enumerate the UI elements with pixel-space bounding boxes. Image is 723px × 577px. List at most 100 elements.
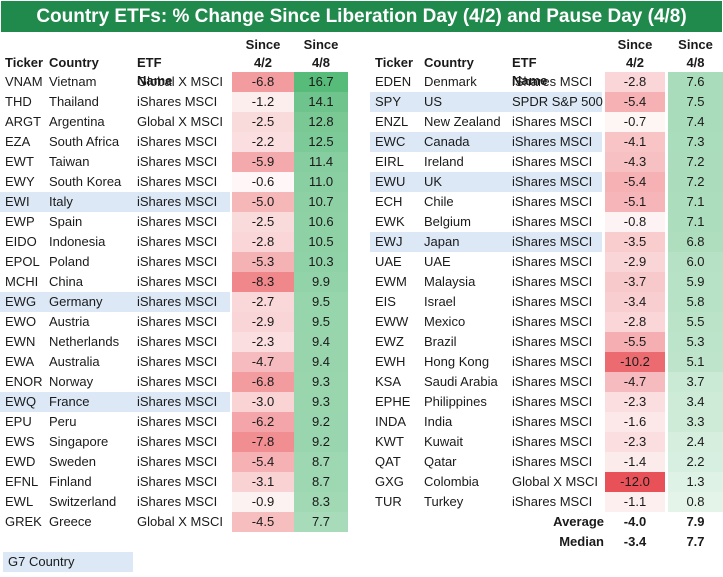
median-since-4-2: -3.4 — [623, 534, 647, 549]
etf-name-cell: iShares MSCI — [512, 114, 593, 129]
since-4-2-cell: -3.7 — [605, 272, 665, 292]
since-4-2-cell: -4.7 — [605, 372, 665, 392]
since-4-2-cell: -4.3 — [605, 152, 665, 172]
ticker-cell: EWM — [375, 274, 407, 289]
since-4-8-cell: 9.9 — [294, 272, 348, 292]
country-cell: Greece — [49, 514, 92, 529]
since-4-8-cell: 10.3 — [294, 252, 348, 272]
ticker-cell: EWD — [5, 454, 36, 469]
since-4-2-cell: -0.8 — [605, 212, 665, 232]
country-cell: Philippines — [424, 394, 487, 409]
country-cell: Finland — [49, 474, 92, 489]
ticker-cell: EWZ — [375, 334, 404, 349]
etf-name-cell: iShares MSCI — [512, 254, 593, 269]
chart-title: Country ETFs: % Change Since Liberation … — [1, 1, 722, 32]
country-cell: Ireland — [424, 154, 464, 169]
etf-name-cell: iShares MSCI — [512, 374, 593, 389]
g7-highlight — [370, 132, 602, 152]
etf-name-cell: iShares MSCI — [512, 194, 593, 209]
average-label: Average — [553, 514, 604, 529]
ticker-cell: EWP — [5, 214, 35, 229]
since-4-8-cell: 5.5 — [668, 312, 723, 332]
ticker-cell: EPU — [5, 414, 32, 429]
since-4-8-cell: 2.4 — [668, 432, 723, 452]
since-4-8-cell: 8.7 — [294, 452, 348, 472]
ticker-cell: GXG — [375, 474, 404, 489]
since-4-8-cell: 9.2 — [294, 412, 348, 432]
since-4-2-cell: -2.9 — [232, 312, 294, 332]
etf-name-cell: iShares MSCI — [512, 354, 593, 369]
country-cell: Israel — [424, 294, 456, 309]
since-4-8-cell: 10.7 — [294, 192, 348, 212]
since-4-2-cell: -4.7 — [232, 352, 294, 372]
ticker-cell: EPHE — [375, 394, 411, 409]
since-4-8-cell: 12.8 — [294, 112, 348, 132]
since-4-8-cell: 7.1 — [668, 212, 723, 232]
ticker-cell: EWI — [5, 194, 30, 209]
since-4-2-cell: -5.4 — [232, 452, 294, 472]
ticker-cell: EWQ — [5, 394, 37, 409]
since-4-2-cell: -2.3 — [605, 432, 665, 452]
since-4-8-cell: 1.3 — [668, 472, 723, 492]
country-cell: Qatar — [424, 454, 457, 469]
country-cell: Taiwan — [49, 154, 90, 169]
since-4-2-cell: -2.5 — [232, 112, 294, 132]
header-since-4-8-line1: Since — [678, 37, 713, 52]
ticker-cell: EWL — [5, 494, 34, 509]
since-4-8-cell: 6.8 — [668, 232, 723, 252]
since-4-8-cell: 11.4 — [294, 152, 348, 172]
header-country: Country — [424, 55, 474, 70]
country-cell: Netherlands — [49, 334, 120, 349]
country-cell: Singapore — [49, 434, 109, 449]
header-since-4-8-line2: 4/8 — [311, 55, 331, 70]
ticker-cell: EFNL — [5, 474, 39, 489]
ticker-cell: EWW — [375, 314, 409, 329]
country-cell: Turkey — [424, 494, 464, 509]
ticker-cell: KSA — [375, 374, 402, 389]
g7-highlight — [370, 172, 602, 192]
etf-name-cell: iShares MSCI — [512, 174, 593, 189]
since-4-8-cell: 9.5 — [294, 312, 348, 332]
since-4-8-cell: 12.5 — [294, 132, 348, 152]
header-ticker: Ticker — [5, 55, 44, 70]
etf-name-cell: Global X MSCI — [137, 114, 223, 129]
header-ticker: Ticker — [375, 55, 414, 70]
ticker-cell: THD — [5, 94, 32, 109]
header-since-4-8-line2: 4/8 — [686, 55, 705, 70]
since-4-2-cell: -3.5 — [605, 232, 665, 252]
since-4-8-cell: 2.2 — [668, 452, 723, 472]
country-cell: South Africa — [49, 134, 120, 149]
since-4-8-cell: 3.7 — [668, 372, 723, 392]
since-4-8-cell: 7.5 — [668, 92, 723, 112]
ticker-cell: EWA — [5, 354, 35, 369]
country-cell: Chile — [424, 194, 454, 209]
g7-highlight — [0, 192, 230, 212]
since-4-2-cell: -2.8 — [232, 232, 294, 252]
country-cell: Japan — [424, 234, 460, 249]
since-4-2-cell: -2.3 — [605, 392, 665, 412]
etf-name-cell: iShares MSCI — [512, 74, 593, 89]
since-4-8-cell: 7.6 — [668, 72, 723, 92]
since-4-2-cell: -1.4 — [605, 452, 665, 472]
since-4-8-cell: 11.0 — [294, 172, 348, 192]
since-4-8-cell: 9.2 — [294, 432, 348, 452]
etf-name-cell: Global X MSCI — [137, 74, 223, 89]
since-4-2-cell: -12.0 — [605, 472, 665, 492]
ticker-cell: GREK — [5, 514, 42, 529]
ticker-cell: EIRL — [375, 154, 404, 169]
header-since-4-2-line1: Since — [617, 37, 653, 52]
since-4-8-cell: 7.3 — [668, 132, 723, 152]
since-4-2-cell: -6.2 — [232, 412, 294, 432]
since-4-8-cell: 7.1 — [668, 192, 723, 212]
etf-name-cell: iShares MSCI — [137, 354, 218, 369]
since-4-8-cell: 7.2 — [668, 172, 723, 192]
since-4-8-cell: 9.4 — [294, 332, 348, 352]
g7-highlight — [0, 392, 230, 412]
country-cell: Norway — [49, 374, 94, 389]
etf-name-cell: iShares MSCI — [137, 254, 218, 269]
etf-name-cell: iShares MSCI — [512, 234, 593, 249]
since-4-2-cell: -8.3 — [232, 272, 294, 292]
ticker-cell: EWC — [375, 134, 406, 149]
median-label: Median — [559, 534, 604, 549]
etf-name-cell: iShares MSCI — [137, 194, 218, 209]
